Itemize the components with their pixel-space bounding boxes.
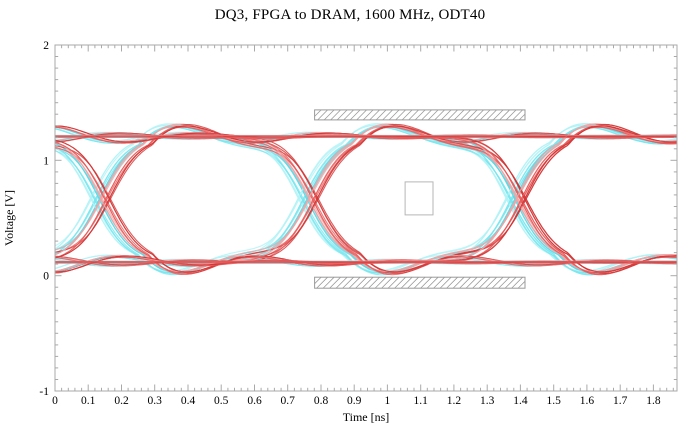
x-tick-label: 1.7 bbox=[613, 395, 628, 407]
x-tick-label: 0.2 bbox=[114, 395, 129, 407]
mask-regions bbox=[314, 109, 526, 289]
tick-labels: 0 0.1 0.2 0.3 0.4 0.5 0.6 0.7 0.8 0.9 1 1.1 1.2 1.3 1.… bbox=[39, 40, 660, 407]
x-tick-label: 0.9 bbox=[347, 395, 362, 407]
x-tick-label: 1.6 bbox=[580, 395, 595, 407]
vil-ac-mask-hatch bbox=[314, 276, 526, 289]
eye-trace-cyan bbox=[54, 124, 677, 250]
x-tick-label: 0.8 bbox=[314, 395, 329, 407]
eye-trace-red bbox=[55, 125, 677, 273]
x-tick-label: 1.3 bbox=[480, 395, 495, 407]
vil-ac-mask bbox=[314, 276, 526, 289]
y-tick-label: 1 bbox=[43, 155, 49, 167]
eye-trace-cyan bbox=[54, 126, 677, 274]
x-axis-label: Time [ns] bbox=[343, 410, 390, 424]
eye-trace-cyan bbox=[54, 126, 677, 267]
y-tick-label: -1 bbox=[39, 386, 49, 398]
eye-trace-red bbox=[54, 126, 677, 274]
eye-trace-red bbox=[54, 125, 677, 259]
generated-plot: 0 0.1 0.2 0.3 0.4 0.5 0.6 0.7 0.8 0.9 1 1.1 1.2 1.3 1.… bbox=[39, 40, 678, 407]
x-tick-label: 0.3 bbox=[148, 395, 163, 407]
eye-trace-cyan bbox=[54, 126, 677, 274]
eye-trace-cyan bbox=[54, 127, 677, 272]
x-tick-label: 0.7 bbox=[281, 395, 296, 407]
x-tick-label: 0.6 bbox=[247, 395, 262, 407]
x-tick-label: 0.1 bbox=[81, 395, 96, 407]
plot-border bbox=[54, 44, 678, 392]
eye-trace-red bbox=[54, 139, 677, 273]
chart-title: DQ3, FPGA to DRAM, 1600 MHz, ODT40 bbox=[214, 7, 486, 23]
y-tick-label: 0 bbox=[43, 271, 49, 283]
x-tick-label: 1.4 bbox=[513, 395, 528, 407]
x-tick-label: 0.4 bbox=[181, 395, 196, 407]
x-tick-label: 1.1 bbox=[414, 395, 429, 407]
vih-ac-mask-hatch bbox=[314, 109, 526, 121]
eye-traces bbox=[54, 122, 677, 276]
eye-trace-red bbox=[54, 126, 677, 274]
x-tick-label: 0 bbox=[52, 395, 58, 407]
eye-trace-red bbox=[54, 126, 677, 259]
x-tick-label: 1.2 bbox=[447, 395, 462, 407]
x-tick-label: 1 bbox=[385, 395, 391, 407]
eye-trace-red bbox=[54, 123, 677, 275]
x-tick-label: 1.5 bbox=[547, 395, 562, 407]
y-tick-label: 2 bbox=[43, 40, 49, 52]
rx-eye-mask bbox=[404, 181, 434, 216]
axis-frame bbox=[54, 44, 678, 392]
y-axis-label: Voltage [V] bbox=[2, 190, 16, 246]
x-tick-label: 1.8 bbox=[646, 395, 661, 407]
x-tick-label: 0.5 bbox=[214, 395, 229, 407]
vih-ac-mask bbox=[314, 109, 526, 121]
